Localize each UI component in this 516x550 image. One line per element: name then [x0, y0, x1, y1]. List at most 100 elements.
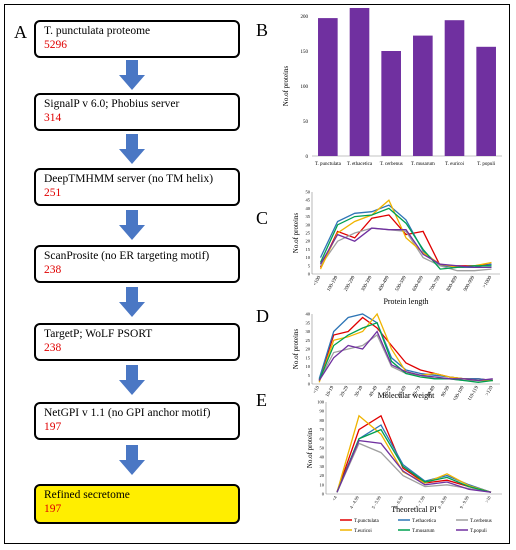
legend-label: T.punctulata	[354, 519, 380, 524]
x-tick-label: >1000	[482, 275, 493, 289]
step-count: 238	[44, 342, 62, 354]
x-tick-label: 600-699	[412, 275, 425, 292]
y-tick-label: 20	[320, 473, 325, 478]
pipeline-step-signalp: SignalP v 6.0; Phobius server 314	[34, 93, 240, 131]
bar	[381, 51, 401, 156]
series-line	[318, 321, 493, 383]
bar	[318, 18, 338, 156]
x-tick-label: T. punctulata	[315, 162, 342, 167]
y-tick-label: 30	[320, 464, 325, 469]
y-tick-label: 10	[306, 255, 311, 260]
bar	[349, 8, 370, 157]
step-count: 197	[44, 421, 62, 433]
legend-label: T.euricoi	[354, 529, 372, 534]
x-tick-label: T. ethacetica	[347, 162, 373, 167]
series-line	[319, 227, 492, 269]
x-tick-label: >120	[485, 385, 495, 397]
y-tick-label: 50	[320, 446, 325, 451]
y-tick-label: 40	[306, 312, 311, 317]
x-tick-label: 400-499	[378, 275, 391, 292]
x-tick-label: 4 - 4.99	[349, 494, 361, 509]
step-label: Refined secretome	[44, 489, 130, 501]
line-chart-molecular-weight: 0 5 10 15 20 25 30 35 40 <10 10-19 20-29 30-39 40-49 5…	[292, 312, 500, 400]
x-tick-label: 60-69	[398, 385, 408, 398]
x-tick-label: 30-39	[354, 385, 364, 398]
series-line	[336, 439, 492, 493]
step-label: ScanProsite (no ER targeting motif)	[44, 250, 210, 262]
series-line	[319, 227, 492, 272]
step-label: DeepTMHMM server (no TM helix)	[44, 173, 214, 185]
legend-label: T.populi	[470, 529, 487, 534]
y-tick-label: 90	[320, 409, 325, 414]
x-axis-title: Theoretical PI	[391, 505, 437, 514]
line-chart-theoretical-pi: 0 10 20 30 40 50 60 70 80 90 100 <4 4 - 4.99 5 - 5.99…	[306, 400, 502, 534]
pipeline-step-netgpi: NetGPI v 1.1 (no GPI anchor motif) 197	[34, 402, 240, 440]
figure-frame	[4, 4, 510, 544]
x-tick-label: T. euricoi	[445, 162, 465, 167]
y-tick-label: 20	[306, 239, 311, 244]
y-tick-label: 50	[303, 120, 309, 125]
y-tick-label: 50	[306, 190, 311, 195]
y-tick-label: 10	[306, 364, 311, 369]
step-count: 5296	[44, 39, 67, 51]
x-tick-label: T. populi	[477, 162, 496, 167]
pipeline-step-refined-secretome: Refined secretome 197	[34, 484, 240, 524]
x-tick-label: 50-59	[383, 385, 393, 398]
x-tick-label: 80-89	[426, 385, 436, 398]
y-tick-label: 0	[306, 155, 309, 160]
step-count: 251	[44, 187, 62, 199]
down-arrow-icon	[119, 287, 145, 317]
legend-label: T.musarum	[412, 529, 435, 534]
y-tick-label: 0	[322, 492, 325, 497]
y-tick-label: 20	[306, 347, 311, 352]
y-tick-label: 15	[306, 355, 311, 360]
series-line	[318, 330, 493, 382]
y-tick-label: 30	[306, 329, 311, 334]
series-line	[319, 204, 492, 269]
x-tick-label: 5 - 5.99	[371, 494, 383, 509]
step-count: 238	[44, 264, 62, 276]
y-tick-label: 200	[301, 15, 309, 20]
step-label: T. punctulata proteome	[44, 25, 151, 37]
y-axis-title: No.of proteins	[282, 66, 290, 107]
down-arrow-icon	[119, 365, 145, 395]
y-tick-label: 40	[320, 455, 325, 460]
panel-label-b: B	[256, 20, 269, 40]
y-tick-label: 15	[306, 247, 311, 252]
x-tick-label: <100	[313, 275, 323, 287]
x-tick-label: 8 - 8.99	[437, 494, 449, 509]
pipeline-step-scanprosite: ScanProsite (no ER targeting motif) 238	[34, 245, 240, 283]
x-tick-label: 300-399	[361, 275, 374, 292]
y-axis-title: No.of proteins	[292, 213, 300, 254]
y-tick-label: 5	[308, 373, 311, 378]
x-tick-label: >10	[484, 494, 492, 503]
x-tick-label: 40-49	[369, 385, 379, 398]
step-label: NetGPI v 1.1 (no GPI anchor motif)	[44, 407, 211, 419]
x-tick-label: 700-799	[429, 275, 442, 292]
y-axis-title: No.of proteins	[306, 428, 314, 469]
pipeline-step-targetp: TargetP; WoLF PSORT 238	[34, 323, 240, 361]
legend-label: T.cerbenus	[470, 519, 492, 524]
y-tick-label: 150	[301, 50, 309, 55]
x-tick-label: 7 - 7.99	[415, 494, 427, 509]
y-tick-label: 35	[306, 320, 311, 325]
down-arrow-icon	[119, 210, 145, 240]
x-tick-label: 200-299	[344, 275, 357, 292]
x-tick-label: 70-79	[412, 385, 422, 398]
pipeline-step-deeptmhmm: DeepTMHMM server (no TM helix) 251	[34, 168, 240, 206]
series-line	[336, 428, 492, 493]
y-tick-label: 70	[320, 427, 325, 432]
y-tick-label: 80	[320, 418, 325, 423]
panel-label-e: E	[256, 390, 267, 410]
bar	[476, 46, 496, 156]
y-tick-label: 30	[306, 222, 311, 227]
x-tick-label: 90-99	[441, 385, 451, 398]
bar	[413, 35, 433, 156]
y-tick-label: 35	[306, 214, 311, 219]
step-label: TargetP; WoLF PSORT	[44, 328, 153, 340]
x-tick-label: 900-999	[463, 275, 476, 292]
y-tick-label: 0	[308, 272, 311, 277]
y-tick-label: 100	[317, 400, 325, 405]
legend-label: T.ethacetica	[412, 519, 437, 524]
x-tick-label: 800-899	[446, 275, 459, 292]
